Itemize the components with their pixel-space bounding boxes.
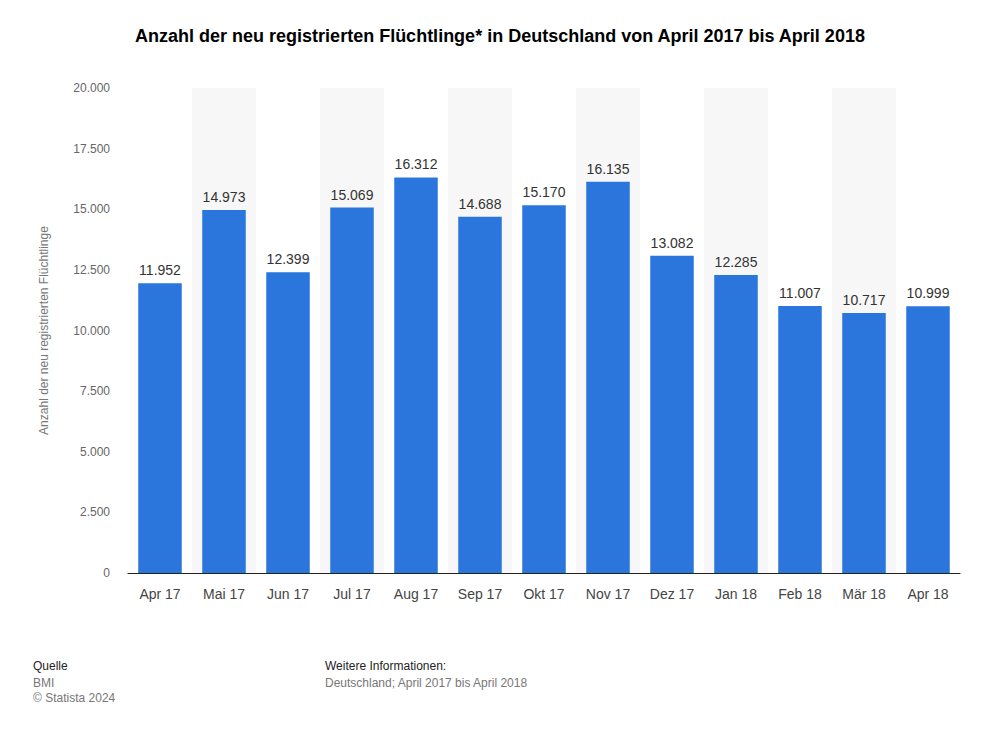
svg-text:BMI: BMI bbox=[33, 676, 54, 690]
svg-text:14.973: 14.973 bbox=[203, 189, 246, 205]
svg-text:17.500: 17.500 bbox=[73, 142, 110, 156]
svg-text:Feb 18: Feb 18 bbox=[778, 586, 822, 602]
svg-text:0: 0 bbox=[103, 566, 110, 580]
svg-text:Okt 17: Okt 17 bbox=[523, 586, 564, 602]
svg-text:Jul 17: Jul 17 bbox=[333, 586, 371, 602]
svg-text:Apr 17: Apr 17 bbox=[139, 586, 180, 602]
svg-text:Dez 17: Dez 17 bbox=[650, 586, 695, 602]
svg-text:7.500: 7.500 bbox=[80, 384, 110, 398]
svg-text:Mär 18: Mär 18 bbox=[842, 586, 886, 602]
svg-text:Anzahl der neu registrierten F: Anzahl der neu registrierten Flüchtlinge bbox=[37, 226, 51, 435]
svg-text:Sep 17: Sep 17 bbox=[458, 586, 503, 602]
svg-text:12.500: 12.500 bbox=[73, 263, 110, 277]
svg-text:© Statista 2024: © Statista 2024 bbox=[33, 691, 116, 705]
svg-text:11.007: 11.007 bbox=[779, 285, 821, 301]
svg-text:11.952: 11.952 bbox=[139, 262, 181, 278]
svg-text:Nov 17: Nov 17 bbox=[586, 586, 631, 602]
svg-text:Deutschland; April 2017 bis Ap: Deutschland; April 2017 bis April 2018 bbox=[325, 676, 527, 690]
svg-text:Aug 17: Aug 17 bbox=[394, 586, 439, 602]
svg-text:13.082: 13.082 bbox=[651, 235, 694, 251]
svg-text:10.999: 10.999 bbox=[907, 285, 950, 301]
svg-text:12.399: 12.399 bbox=[267, 251, 310, 267]
svg-text:12.285: 12.285 bbox=[715, 254, 758, 270]
svg-text:10.717: 10.717 bbox=[843, 292, 886, 308]
svg-text:Quelle: Quelle bbox=[33, 659, 68, 673]
svg-text:2.500: 2.500 bbox=[80, 505, 110, 519]
svg-text:Jun 17: Jun 17 bbox=[267, 586, 309, 602]
svg-text:15.170: 15.170 bbox=[523, 184, 566, 200]
svg-text:Weitere Informationen:: Weitere Informationen: bbox=[325, 659, 446, 673]
svg-text:5.000: 5.000 bbox=[80, 445, 110, 459]
svg-text:Mai 17: Mai 17 bbox=[203, 586, 245, 602]
svg-text:10.000: 10.000 bbox=[73, 324, 110, 338]
svg-text:16.312: 16.312 bbox=[395, 156, 438, 172]
svg-text:Apr 18: Apr 18 bbox=[907, 586, 948, 602]
svg-text:15.000: 15.000 bbox=[73, 202, 110, 216]
svg-text:20.000: 20.000 bbox=[73, 81, 110, 95]
svg-text:14.688: 14.688 bbox=[459, 196, 502, 212]
svg-text:16.135: 16.135 bbox=[587, 161, 630, 177]
svg-text:Jan 18: Jan 18 bbox=[715, 586, 757, 602]
svg-text:Anzahl der neu registrierten F: Anzahl der neu registrierten Flüchtlinge… bbox=[135, 26, 865, 46]
svg-text:15.069: 15.069 bbox=[331, 187, 374, 203]
